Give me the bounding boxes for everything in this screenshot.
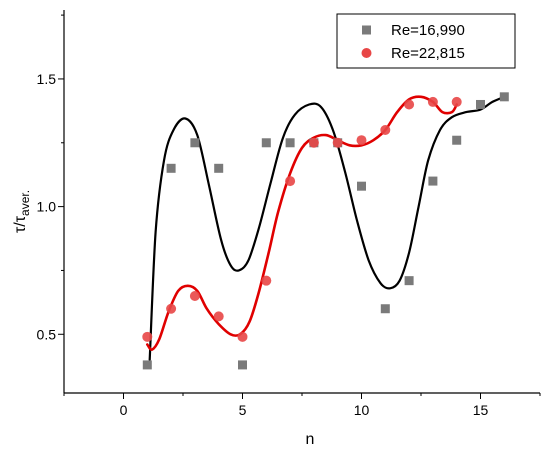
- legend-marker-circle: [361, 48, 372, 58]
- y-axis-title-subscript: aver.: [18, 190, 32, 216]
- series-1-point: [452, 135, 462, 145]
- y-axis-title: τ/τaver.: [12, 190, 32, 233]
- legend-label: Re=16,990: [391, 22, 465, 39]
- legend-marker-square: [362, 25, 371, 35]
- series-2-point: [451, 96, 462, 107]
- series-2-point: [356, 135, 367, 146]
- x-tick-label: 15: [473, 402, 489, 418]
- series-2-point: [308, 137, 319, 148]
- series-2-point: [189, 290, 200, 301]
- series-1-point: [285, 138, 295, 148]
- y-axis-title-base: τ/τ: [12, 215, 29, 233]
- axis-ticks: 0 5 10 15 0.5 1.0 1.5: [37, 14, 541, 418]
- series-1-point: [428, 176, 438, 186]
- series-1-point: [476, 99, 485, 109]
- x-tick-label: 10: [354, 402, 370, 418]
- series-2-point: [237, 331, 248, 342]
- series-1-fit-curve: [148, 95, 506, 361]
- series-2-fit-curve: [146, 95, 458, 351]
- data-points: [142, 92, 509, 370]
- x-axis-title: n: [306, 431, 315, 448]
- series-2-point: [261, 275, 272, 286]
- series-2-point: [404, 99, 415, 110]
- series-1-point: [190, 138, 200, 148]
- series-1-point: [380, 304, 390, 314]
- series-1-point: [142, 360, 152, 370]
- legend-label: Re=22,815: [391, 45, 465, 62]
- x-tick-label: 5: [239, 402, 247, 418]
- series-2-point: [427, 96, 438, 107]
- x-tick-label: 0: [120, 402, 128, 418]
- series-2-point: [285, 176, 296, 187]
- series-2-point: [166, 303, 177, 314]
- series-1-point: [166, 163, 176, 173]
- series-2-point: [213, 311, 224, 322]
- series-2-point: [142, 331, 153, 342]
- series-2-point: [332, 137, 343, 148]
- series-2-point: [380, 125, 391, 136]
- y-tick-label: 1.0: [37, 199, 57, 215]
- fit-curves: [146, 95, 506, 361]
- series-1-point: [238, 360, 247, 370]
- y-tick-label: 0.5: [37, 326, 57, 342]
- series-1-point: [214, 163, 224, 173]
- series-1-point: [499, 92, 509, 102]
- legend-box: [336, 13, 516, 69]
- series-1-point: [261, 138, 271, 148]
- legend: Re=16,990 Re=22,815: [336, 13, 516, 69]
- series-1-point: [404, 276, 414, 286]
- y-tick-label: 1.5: [37, 71, 57, 87]
- series-1-point: [357, 181, 366, 191]
